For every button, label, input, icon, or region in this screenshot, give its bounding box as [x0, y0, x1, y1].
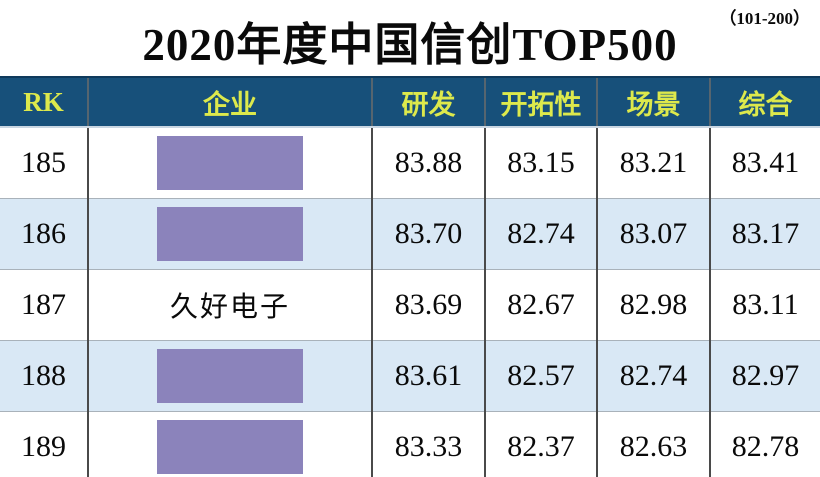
- company-name: 久好电子: [169, 292, 290, 323]
- rank-cell: 186: [0, 198, 88, 270]
- table-row: 189 83.33 82.37 82.63 82.78: [0, 411, 820, 477]
- score-rd-cell: 83.33: [371, 411, 485, 477]
- redaction-box: [157, 420, 303, 474]
- score-scene-cell: 82.98: [596, 269, 710, 341]
- column-header-scene: 场景: [596, 76, 710, 128]
- ranking-table: RK 企业 研发 开拓性 场景 综合 185 83.88 83.15 83.21…: [0, 76, 820, 477]
- score-pioneering-cell: 83.15: [484, 127, 597, 199]
- table-header: RK 企业 研发 开拓性 场景 综合: [0, 76, 820, 128]
- company-cell: [87, 340, 372, 412]
- rank-cell: 189: [0, 411, 88, 477]
- score-rd-cell: 83.88: [371, 127, 485, 199]
- score-scene-cell: 83.07: [596, 198, 710, 270]
- table-row: 186 83.70 82.74 83.07 83.17: [0, 198, 820, 270]
- header-row: RK 企业 研发 开拓性 场景 综合: [0, 76, 820, 128]
- range-note: （101-200）: [719, 9, 810, 28]
- score-scene-cell: 83.21: [596, 127, 710, 199]
- score-rd-cell: 83.69: [371, 269, 485, 341]
- score-pioneering-cell: 82.74: [484, 198, 597, 270]
- rank-cell: 187: [0, 269, 88, 341]
- company-cell: [87, 411, 372, 477]
- score-pioneering-cell: 82.57: [484, 340, 597, 412]
- score-pioneering-cell: 82.67: [484, 269, 597, 341]
- score-composite-cell: 83.41: [709, 127, 820, 199]
- score-composite-cell: 82.78: [709, 411, 820, 477]
- column-header-company: 企业: [87, 76, 372, 128]
- column-header-rd: 研发: [371, 76, 485, 128]
- redaction-box: [157, 349, 303, 403]
- score-scene-cell: 82.63: [596, 411, 710, 477]
- redaction-box: [157, 207, 303, 261]
- column-header-pioneering: 开拓性: [484, 76, 597, 128]
- company-cell: [87, 198, 372, 270]
- score-composite-cell: 83.17: [709, 198, 820, 270]
- table-row: 187 久好电子 83.69 82.67 82.98 83.11: [0, 269, 820, 341]
- column-header-composite: 综合: [709, 76, 820, 128]
- rank-cell: 188: [0, 340, 88, 412]
- score-composite-cell: 82.97: [709, 340, 820, 412]
- score-rd-cell: 83.70: [371, 198, 485, 270]
- page-title: 2020年度中国信创TOP500: [142, 20, 678, 70]
- company-cell: 久好电子: [87, 269, 372, 341]
- column-header-rk: RK: [0, 76, 88, 128]
- redaction-box: [157, 136, 303, 190]
- score-scene-cell: 82.74: [596, 340, 710, 412]
- score-composite-cell: 83.11: [709, 269, 820, 341]
- score-pioneering-cell: 82.37: [484, 411, 597, 477]
- table-row: 185 83.88 83.15 83.21 83.41: [0, 127, 820, 199]
- table-row: 188 83.61 82.57 82.74 82.97: [0, 340, 820, 412]
- score-rd-cell: 83.61: [371, 340, 485, 412]
- company-cell: [87, 127, 372, 199]
- rank-cell: 185: [0, 127, 88, 199]
